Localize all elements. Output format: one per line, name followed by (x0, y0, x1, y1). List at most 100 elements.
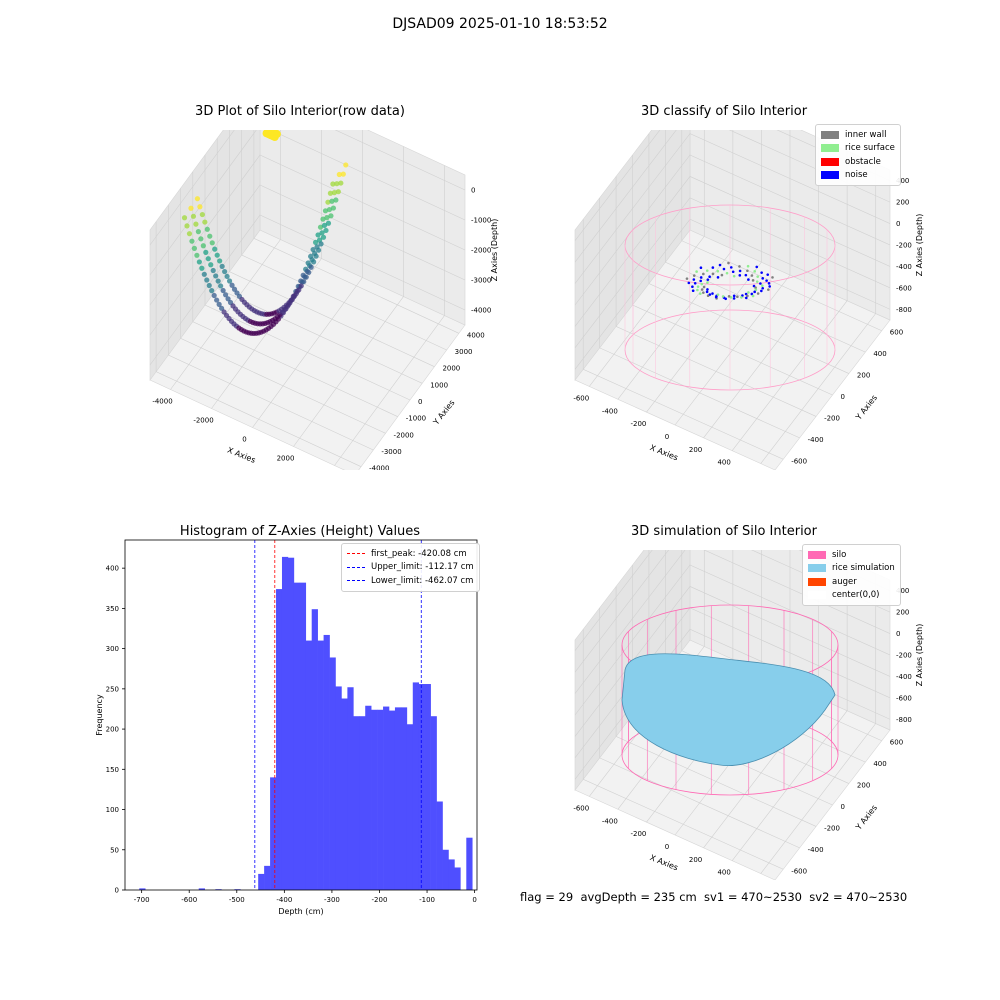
y-tick-label: 0 (841, 803, 845, 811)
z-tick-label: 0 (896, 630, 900, 638)
figure-title: DJSAD09 2025-01-10 18:53:52 (392, 16, 608, 32)
grid-line (646, 130, 762, 413)
y-tick-label: 400 (873, 760, 886, 768)
grid-line (617, 550, 734, 810)
histogram-bar (215, 889, 222, 890)
data-point (761, 286, 765, 290)
data-point (706, 281, 709, 284)
histogram-bar (341, 698, 348, 890)
grid-line (149, 130, 466, 246)
data-point (310, 246, 316, 253)
histogram-bar (394, 707, 402, 890)
status-line: flag = 29 avgDepth = 235 cm sv1 = 470~25… (520, 890, 908, 904)
data-point (343, 162, 349, 168)
grid-line (648, 133, 850, 374)
data-point (315, 247, 322, 253)
legend-item-upper-limit: Upper_limit: -112.17 cm (347, 561, 474, 575)
histogram-bar (371, 709, 378, 890)
grid-line (192, 171, 398, 417)
z-tick-label: -4000 (471, 307, 491, 315)
data-point (214, 297, 220, 303)
histogram-bar (448, 859, 455, 890)
histogram-bar (347, 687, 354, 890)
legend-swatch (808, 564, 826, 573)
grid-line (253, 130, 460, 334)
legend-swatch (808, 591, 826, 600)
legend-line (347, 566, 365, 568)
grid-line (589, 550, 705, 797)
y-tick-label: 250 (106, 685, 119, 693)
data-point (222, 268, 228, 275)
z-tick-label: -3000 (471, 277, 491, 285)
data-point (199, 211, 205, 218)
histogram-bar (389, 710, 396, 890)
grid-line (703, 137, 819, 439)
z-tick-label: 200 (896, 609, 909, 617)
panel2-title: 3D classify of Silo Interior (640, 104, 808, 119)
data-point (215, 278, 221, 284)
data-point (702, 285, 706, 289)
legend-swatch (821, 171, 839, 180)
histogram-bar (353, 716, 360, 890)
z-tick-label: -2000 (471, 247, 491, 255)
data-point (206, 282, 212, 289)
y-tick-label: 200 (106, 726, 119, 734)
y-tick-label: 0 (115, 887, 119, 895)
data-point (329, 198, 335, 204)
z-axis-label: Z Axies (Depth) (490, 219, 499, 282)
data-point (732, 297, 736, 300)
grid-line (574, 154, 891, 306)
data-point (761, 277, 765, 280)
data-point (755, 280, 759, 283)
histogram-bar (335, 686, 342, 890)
legend-line (347, 580, 365, 582)
data-point (708, 275, 711, 279)
z-tick-label: -200 (896, 652, 912, 660)
panel3-title: Histogram of Z-Axies (Height) Values (179, 524, 421, 539)
data-point (687, 281, 691, 285)
data-point (753, 290, 756, 294)
histogram-bar (234, 889, 241, 890)
histogram-bar (270, 777, 277, 890)
x-tick-label: -600 (181, 896, 197, 904)
data-point (750, 274, 754, 277)
x-tick-label: 0 (665, 433, 669, 441)
data-point (214, 252, 220, 258)
x-tick-label: -4000 (152, 398, 172, 406)
data-point (706, 288, 709, 291)
data-point (727, 261, 730, 265)
data-point (718, 263, 722, 267)
grid-line (760, 573, 877, 874)
grid-line (180, 188, 386, 434)
data-point (229, 282, 235, 288)
data-point (204, 277, 210, 283)
legend-item-inner-wall: inner wall (821, 128, 895, 142)
data-point (766, 273, 770, 276)
data-point (318, 241, 324, 247)
panel4-3d-simulation: -600 -400 -200 0 200 400 600 -600 -400 -200 0 200 40… (573, 550, 924, 880)
data-point (768, 285, 771, 288)
histogram-bar (454, 867, 461, 890)
y-tick-label: -1000 (406, 415, 426, 423)
y-tick-label: 4000 (467, 331, 485, 339)
data-point (313, 253, 319, 259)
data-point (756, 292, 760, 295)
data-point (765, 279, 768, 282)
data-point (272, 130, 281, 139)
grid-line (615, 586, 817, 827)
grid-line (731, 560, 848, 861)
legend-item-auger: auger (808, 575, 895, 589)
histogram-bar (442, 849, 449, 890)
y-tick-label: -400 (808, 846, 824, 854)
data-point (201, 271, 207, 277)
histogram-bar (258, 873, 265, 890)
data-point (338, 180, 344, 186)
data-point (755, 265, 759, 269)
data-point (198, 236, 204, 242)
x-tick-label: 200 (689, 446, 702, 454)
x-tick-label: -600 (573, 804, 589, 812)
data-point (699, 279, 703, 283)
data-point (320, 216, 326, 222)
data-point (315, 232, 321, 238)
histogram-bar (406, 724, 414, 890)
